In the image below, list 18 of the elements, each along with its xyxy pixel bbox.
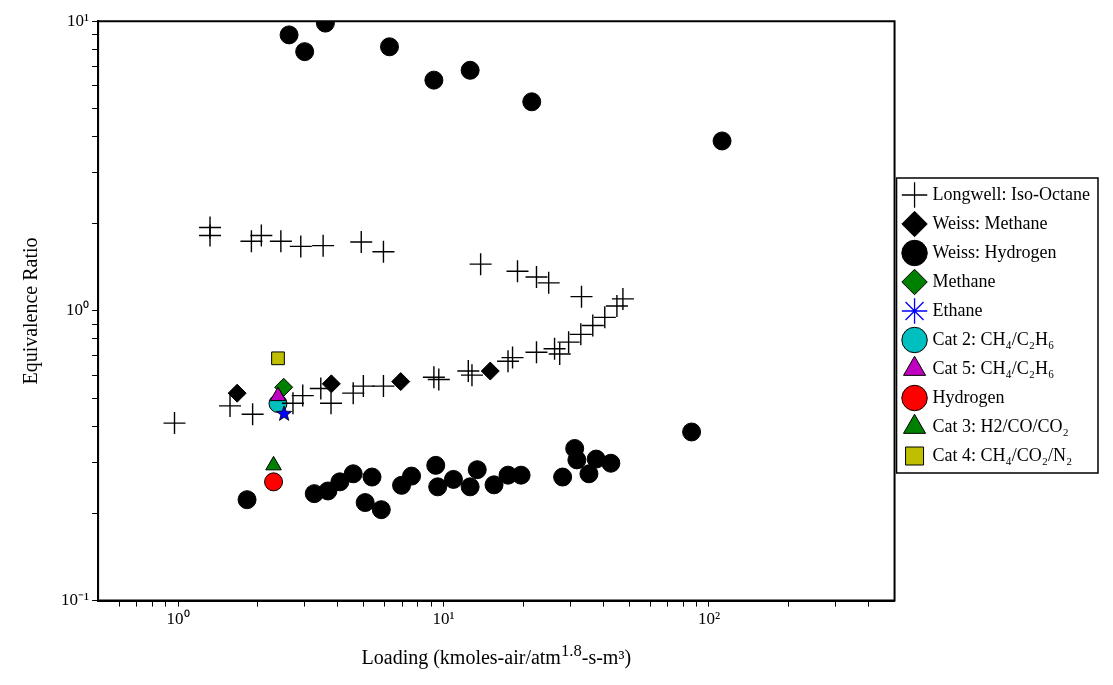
y-axis-title: Equivalence Ratio (18, 237, 42, 385)
legend-label: Cat 2: CH₄/C₂H₆ (932, 328, 1055, 349)
legend-label: Ethane (932, 299, 983, 320)
x-axis-title: Loading (kmoles-air/atm$^{1.8}$-s-m³) (361, 640, 632, 669)
y-tick-label: 10⁰ (66, 300, 90, 320)
legend-label: Weiss: Hydrogen (932, 241, 1057, 262)
legend-label: Cat 3: H2/CO/CO₂ (932, 415, 1069, 436)
x-tick-label: 10² (697, 609, 721, 629)
x-tick-label: 10⁰ (166, 609, 190, 629)
x-tick-label: 10¹ (432, 609, 455, 629)
legend-label: Weiss: Methane (932, 212, 1048, 233)
legend-label: Cat 4: CH₄/CO₂/N₂ (932, 444, 1073, 465)
legend-label: Hydrogen (932, 386, 1005, 407)
legend-label: Cat 5: CH₄/C₂H₆ (932, 357, 1055, 378)
y-tick-label: 10⁻¹ (60, 590, 90, 610)
legend-label: Longwell: Iso-Octane (932, 183, 1091, 204)
y-tick-label: 10¹ (66, 10, 90, 30)
legend-label: Methane (932, 270, 996, 291)
